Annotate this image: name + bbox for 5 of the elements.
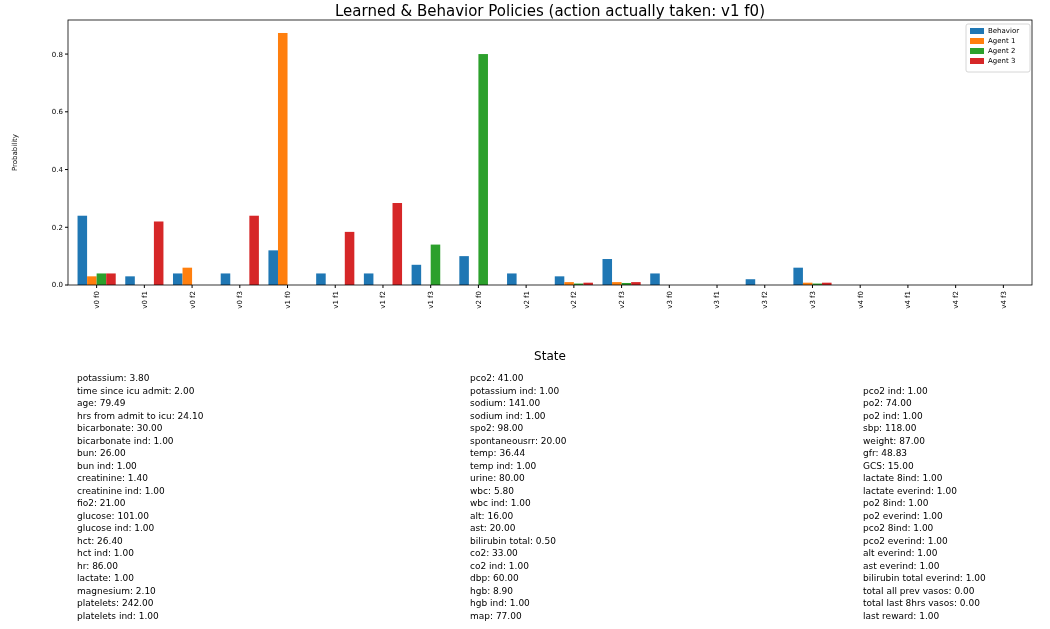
chart-title: Learned & Behavior Policies (action actually taken: v1 f0): [335, 2, 765, 20]
text: pco2 ind: 1.00 po2: 74.00 po2 ind: 1.00 sbp: 118.00 weight: 87.00 gfr: 48.83 GCS: 15.00 lactate 8ind: 1.00 lactate everind: 1.00 po2 8ind: 1.00 po2 everind: 1.00 pco2 8ind: 1.00 pco2 everind: 1.00 alt everind: 1.00 ast everind: 1.00 bilirubin total everind: 1.00 total all prev vasos: 0.00 total last 8hrs vasos: 0.00 last reward: 1.00: [863, 385, 986, 621]
text: pco2: 41.00 potassium ind: 1.00 sodium: 141.00 sodium ind: 1.00 spo2: 98.00 spontaneousrr: 20.00 temp: 36.44 temp ind: 1.00 urine: 80.00 wbc: 5.80 wbc ind: 1.00 alt: 16.00 ast: 20.00 bilirubin total: 0.50 co2: 33.00 co2 ind: 1.00 dbp: 60.00 hgb: 8.90 hgb ind: 1.00 map: 77.00: [470, 373, 567, 621]
x-axis-title: State: [534, 349, 566, 363]
text: potassium: 3.80 time since icu admit: 2.00 age: 79.49 hrs from admit to icu: 24.10 bicarbonate: 30.00 bicarbonate ind: 1.00 bun: 26.00 bun ind: 1.00 creatinine: 1.40 creatinine ind: 1.00 fio2: 21.00 glucose: 101.00 glucose ind: 1.00 hct: 26.40 hct ind: 1.00 hr: 86.00 lactate: 1.00 magnesium: 2.10 platelets: 242.00 platelets ind: 1.00: [77, 373, 204, 621]
